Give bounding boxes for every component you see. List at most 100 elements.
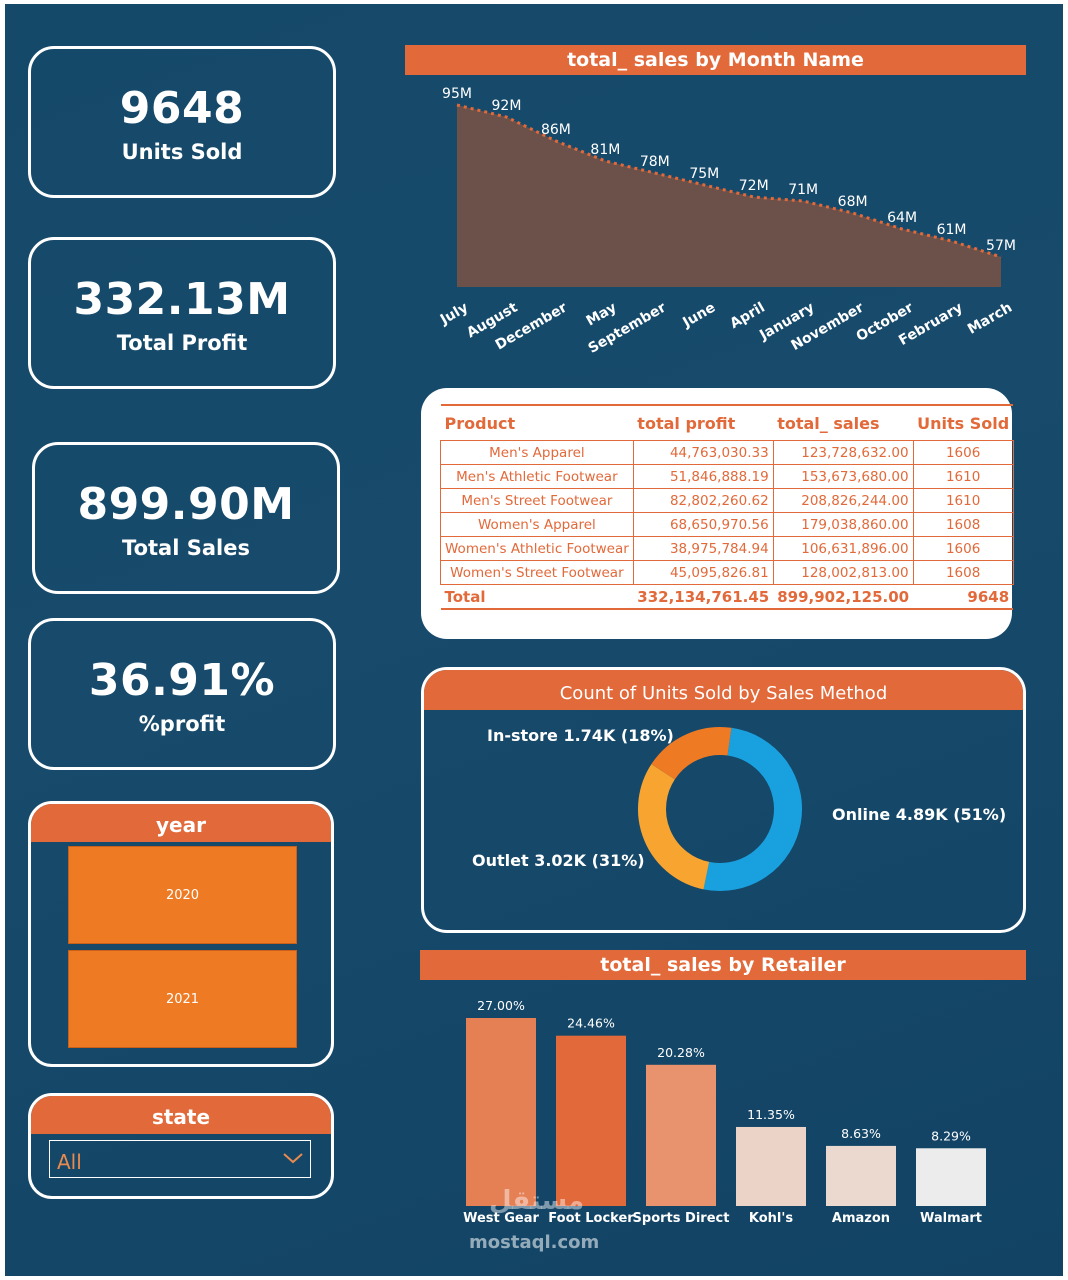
retailer-sales-bar-chart: 27.00% West Gear 24.46% Foot Locker 20.28% Sp… bbox=[463, 998, 986, 1226]
state-slicer: state bbox=[28, 1093, 334, 1199]
state-slicer-title: state bbox=[31, 1096, 331, 1134]
data-label: 75M bbox=[689, 166, 719, 182]
cell-total-profit: 51,846,888.19 bbox=[632, 464, 774, 489]
year-slicer-title: year bbox=[31, 804, 331, 842]
table-row[interactable]: Women's Apparel 68,650,970.56 179,038,860.… bbox=[440, 512, 1014, 537]
data-label: 61M bbox=[937, 222, 967, 238]
slice-outlet[interactable] bbox=[638, 764, 710, 890]
data-label: 81M bbox=[590, 142, 620, 158]
sales-method-title: Count of Units Sold by Sales Method bbox=[424, 670, 1023, 710]
cell-units-sold: 1608 bbox=[912, 512, 1014, 537]
bar[interactable] bbox=[646, 1064, 716, 1206]
cell-units-sold: 1610 bbox=[912, 464, 1014, 489]
table-row[interactable]: Women's Street Footwear 45,095,826.81 128,… bbox=[440, 560, 1014, 585]
x-tick-label: June bbox=[679, 300, 718, 332]
data-label: 57M bbox=[986, 238, 1016, 254]
bar-data-label: 8.63% bbox=[841, 1126, 881, 1141]
label-online: Online 4.89K (51%) bbox=[832, 805, 1007, 824]
table-row[interactable]: Men's Apparel 44,763,030.33 123,728,632.00… bbox=[440, 440, 1014, 465]
year-slicer: year bbox=[28, 801, 334, 1067]
table-total-row: Total 332,134,761.45 899,902,125.00 9648 bbox=[440, 584, 1014, 610]
kpi-profit-percent-value: 36.91% bbox=[88, 655, 276, 706]
cell-product: Men's Street Footwear bbox=[440, 488, 634, 513]
data-label: 64M bbox=[887, 210, 917, 226]
table-row[interactable]: Men's Athletic Footwear 51,846,888.19 153,… bbox=[440, 464, 1014, 489]
dashboard-canvas: 9648 Units Sold 332.13M Total Profit 899… bbox=[5, 4, 1063, 1276]
product-table: Product total profit total_ sales Units … bbox=[440, 404, 1014, 610]
kpi-total-profit-label: Total Profit bbox=[116, 331, 248, 355]
x-tick-label: Foot Locker bbox=[548, 1211, 634, 1226]
cell-total-profit: 82,802,260.62 bbox=[632, 488, 774, 513]
cell-units-sold: 1606 bbox=[912, 440, 1014, 465]
total-sales: 899,902,125.00 bbox=[773, 584, 914, 610]
x-tick-label: July bbox=[437, 300, 471, 329]
cell-total-sales: 106,631,896.00 bbox=[772, 536, 914, 561]
table-row[interactable]: Women's Athletic Footwear 38,975,784.94 10… bbox=[440, 536, 1014, 561]
header-units-sold[interactable]: Units Sold bbox=[913, 404, 1014, 441]
year-option-2021[interactable]: 2021 bbox=[68, 950, 297, 1048]
total-profit: 332,134,761.45 bbox=[633, 584, 774, 610]
bar[interactable] bbox=[916, 1148, 986, 1206]
slice-instore[interactable] bbox=[651, 727, 732, 780]
x-tick-label: West Gear bbox=[463, 1211, 539, 1226]
bar[interactable] bbox=[826, 1145, 896, 1206]
cell-product: Women's Street Footwear bbox=[440, 560, 634, 585]
total-units-sold: 9648 bbox=[913, 584, 1014, 610]
month-sales-area-chart: 95MJuly92MAugust86MDecember81MMay78MSept… bbox=[437, 86, 1016, 357]
cell-total-profit: 44,763,030.33 bbox=[632, 440, 774, 465]
cell-total-sales: 128,002,813.00 bbox=[772, 560, 914, 585]
cell-units-sold: 1606 bbox=[912, 536, 1014, 561]
bar-data-label: 20.28% bbox=[657, 1045, 705, 1060]
kpi-total-sales-value: 899.90M bbox=[77, 479, 295, 530]
cell-product: Men's Athletic Footwear bbox=[440, 464, 634, 489]
sales-method-donut-chart bbox=[638, 727, 802, 891]
bar[interactable] bbox=[466, 1018, 536, 1206]
cell-product: Women's Apparel bbox=[440, 512, 634, 537]
header-product[interactable]: Product bbox=[440, 404, 634, 441]
cell-product: Women's Athletic Footwear bbox=[440, 536, 634, 561]
x-tick-label: Walmart bbox=[920, 1211, 982, 1226]
kpi-profit-percent[interactable]: 36.91% %profit bbox=[28, 618, 336, 770]
bar-data-label: 8.29% bbox=[931, 1128, 971, 1143]
product-table-header: Product total profit total_ sales Units … bbox=[440, 404, 1014, 441]
cell-total-profit: 45,095,826.81 bbox=[632, 560, 774, 585]
kpi-profit-percent-label: %profit bbox=[138, 712, 226, 736]
x-tick-label: Sports Direct bbox=[633, 1211, 730, 1226]
bar[interactable] bbox=[736, 1126, 806, 1206]
header-total-profit[interactable]: total profit bbox=[633, 404, 774, 441]
bar[interactable] bbox=[556, 1035, 626, 1206]
x-tick-label: March bbox=[965, 300, 1015, 338]
data-label: 71M bbox=[788, 182, 818, 198]
cell-total-sales: 123,728,632.00 bbox=[772, 440, 914, 465]
watermark-domain: mostaql.com bbox=[469, 1232, 600, 1253]
kpi-total-profit[interactable]: 332.13M Total Profit bbox=[28, 237, 336, 389]
data-label: 86M bbox=[541, 122, 571, 138]
table-row[interactable]: Men's Street Footwear 82,802,260.62 208,82… bbox=[440, 488, 1014, 513]
label-outlet: Outlet 3.02K (31%) bbox=[472, 851, 645, 870]
cell-total-sales: 208,826,244.00 bbox=[772, 488, 914, 513]
bar-data-label: 24.46% bbox=[567, 1016, 615, 1031]
header-total-sales[interactable]: total_ sales bbox=[773, 404, 914, 441]
bar-data-label: 27.00% bbox=[477, 998, 525, 1013]
label-instore: In-store 1.74K (18%) bbox=[487, 726, 674, 745]
cell-units-sold: 1608 bbox=[912, 560, 1014, 585]
state-dropdown[interactable]: All bbox=[49, 1140, 311, 1178]
cell-total-profit: 68,650,970.56 bbox=[632, 512, 774, 537]
bar-data-label: 11.35% bbox=[747, 1107, 795, 1122]
x-tick-label: Amazon bbox=[832, 1211, 890, 1226]
kpi-units-sold-value: 9648 bbox=[119, 83, 245, 134]
kpi-total-profit-value: 332.13M bbox=[73, 274, 291, 325]
kpi-units-sold-label: Units Sold bbox=[121, 140, 243, 164]
state-dropdown-value: All bbox=[57, 1150, 82, 1174]
watermark-logo: مستقل bbox=[489, 1186, 585, 1216]
cell-total-sales: 153,673,680.00 bbox=[772, 464, 914, 489]
retailer-chart-title: total_ sales by Retailer bbox=[420, 950, 1026, 980]
slice-online[interactable] bbox=[703, 727, 802, 891]
kpi-units-sold[interactable]: 9648 Units Sold bbox=[28, 46, 336, 198]
kpi-total-sales-label: Total Sales bbox=[122, 536, 250, 560]
data-label: 68M bbox=[838, 194, 868, 210]
year-option-2020[interactable]: 2020 bbox=[68, 846, 297, 944]
chevron-down-icon[interactable] bbox=[282, 1151, 304, 1165]
kpi-total-sales[interactable]: 899.90M Total Sales bbox=[32, 442, 340, 594]
cell-total-sales: 179,038,860.00 bbox=[772, 512, 914, 537]
